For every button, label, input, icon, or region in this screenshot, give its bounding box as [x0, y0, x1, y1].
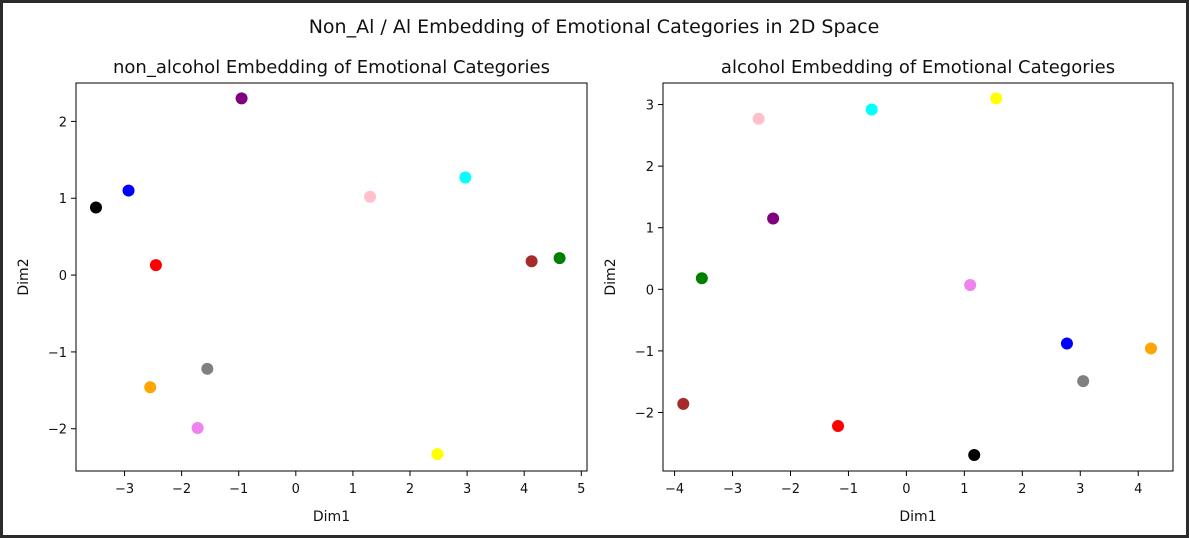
panel1-xtick-label: 0 [292, 482, 300, 497]
panel1-data-point [364, 190, 377, 203]
panel2-data-point [832, 420, 845, 433]
panel2-xtick-label: 1 [960, 482, 968, 497]
panel1-data-point [525, 255, 538, 268]
panel2-xtick-label: −3 [723, 482, 742, 497]
panel2-data-point [865, 103, 878, 116]
panel1-ylabel: Dim2 [16, 258, 32, 295]
panel1-data-point [191, 421, 204, 434]
panel1-data-point [459, 171, 472, 184]
panel1-axes-frame [75, 82, 588, 472]
panel1-data-point [553, 252, 566, 265]
panel2-data-point [677, 397, 690, 410]
panel2-ytick-label: 3 [646, 99, 654, 114]
panel2-ytick-label: 2 [646, 160, 654, 175]
panel1-xtick-label: 1 [349, 482, 357, 497]
panel2-data-point [767, 212, 780, 225]
panel2-xtick-label: 4 [1134, 482, 1142, 497]
panel1-ytick-label: −1 [48, 346, 67, 361]
panel1-ytick-label: 1 [59, 192, 67, 207]
panel1-ytick-label: 2 [59, 115, 67, 130]
panel2-title: alcohol Embedding of Emotional Categorie… [721, 57, 1115, 78]
panel2-ytick-label: 0 [646, 283, 654, 298]
panel1-title: non_alcohol Embedding of Emotional Categ… [113, 57, 550, 78]
panel2-data-point [1060, 337, 1073, 350]
panel2-ylabel: Dim2 [603, 258, 619, 295]
panel1-ytick-label: 0 [59, 269, 67, 284]
panel2-data-point [1144, 342, 1157, 355]
panel2-data-point [964, 279, 977, 292]
panel2-data-point [752, 112, 765, 125]
panel2-xtick-label: −4 [665, 482, 684, 497]
panel2-xtick-label: −2 [781, 482, 800, 497]
panel2-data-point [990, 92, 1003, 105]
panel2-ytick-label: −2 [635, 406, 654, 421]
panel2-data-point [695, 272, 708, 285]
panel1-xtick-label: 5 [577, 482, 585, 497]
panel2-data-point [968, 448, 981, 461]
panel1-xtick-label: 3 [463, 482, 471, 497]
panel1-xtick-label: −3 [115, 482, 134, 497]
panel2-ytick-label: −1 [635, 345, 654, 360]
panel1-xtick-label: 2 [406, 482, 414, 497]
panel1-data-point [201, 362, 214, 375]
panel1-ytick-label: −2 [48, 423, 67, 438]
panel1-data-point [431, 448, 444, 461]
panel2-xtick-label: 3 [1076, 482, 1084, 497]
panel1-data-point [144, 381, 157, 394]
panel1-xlabel: Dim1 [313, 509, 350, 525]
panel2-axes-frame [662, 82, 1174, 472]
figure-suptitle: Non_Al / Al Embedding of Emotional Categ… [309, 16, 880, 38]
panel1-data-point [122, 184, 135, 197]
panel2-ytick-label: 1 [646, 222, 654, 237]
panel1-xtick-label: −1 [229, 482, 248, 497]
panel2-xtick-label: 2 [1018, 482, 1026, 497]
panel1-xtick-label: −2 [172, 482, 191, 497]
panel1-data-point [149, 259, 162, 272]
panel2-xtick-label: −1 [839, 482, 858, 497]
panel2-xtick-label: 0 [902, 482, 910, 497]
panel2-data-point [1077, 375, 1090, 388]
panel1-data-point [235, 92, 248, 105]
panel2-xlabel: Dim1 [899, 509, 936, 525]
panel1-data-point [89, 201, 102, 214]
panel1-xtick-label: 4 [520, 482, 528, 497]
